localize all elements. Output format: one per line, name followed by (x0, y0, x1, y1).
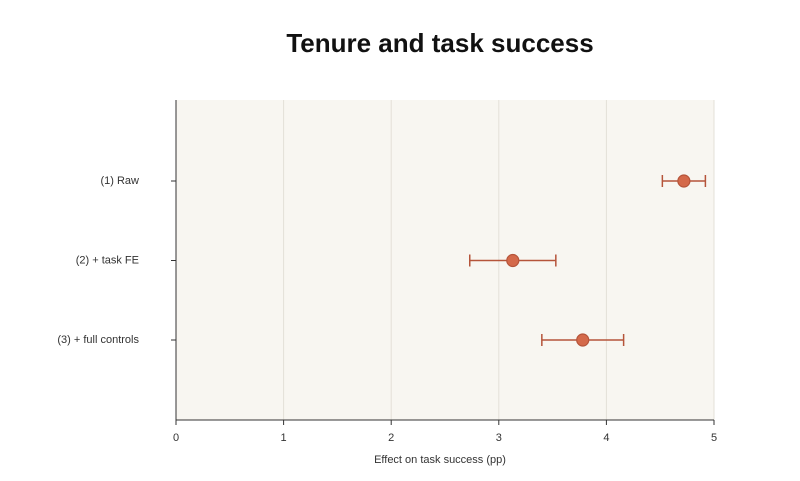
chart-title: Tenure and task success (286, 28, 593, 58)
x-tick-label: 5 (711, 432, 717, 444)
y-tick-label: (2) + task FE (76, 254, 139, 266)
x-tick-label: 1 (281, 432, 287, 444)
point (677, 174, 691, 188)
x-tick-label: 4 (603, 432, 609, 444)
point (506, 253, 520, 268)
y-tick-label: (1) Raw (100, 175, 139, 187)
x-tick-label: 0 (173, 432, 179, 444)
y-tick-label: (3) + full controls (57, 334, 139, 346)
x-tick-label: 2 (388, 432, 394, 444)
point (576, 333, 590, 347)
plot-area (176, 100, 714, 420)
x-tick-label: 3 (496, 432, 502, 444)
x-axis-label: Effect on task success (pp) (374, 454, 506, 466)
